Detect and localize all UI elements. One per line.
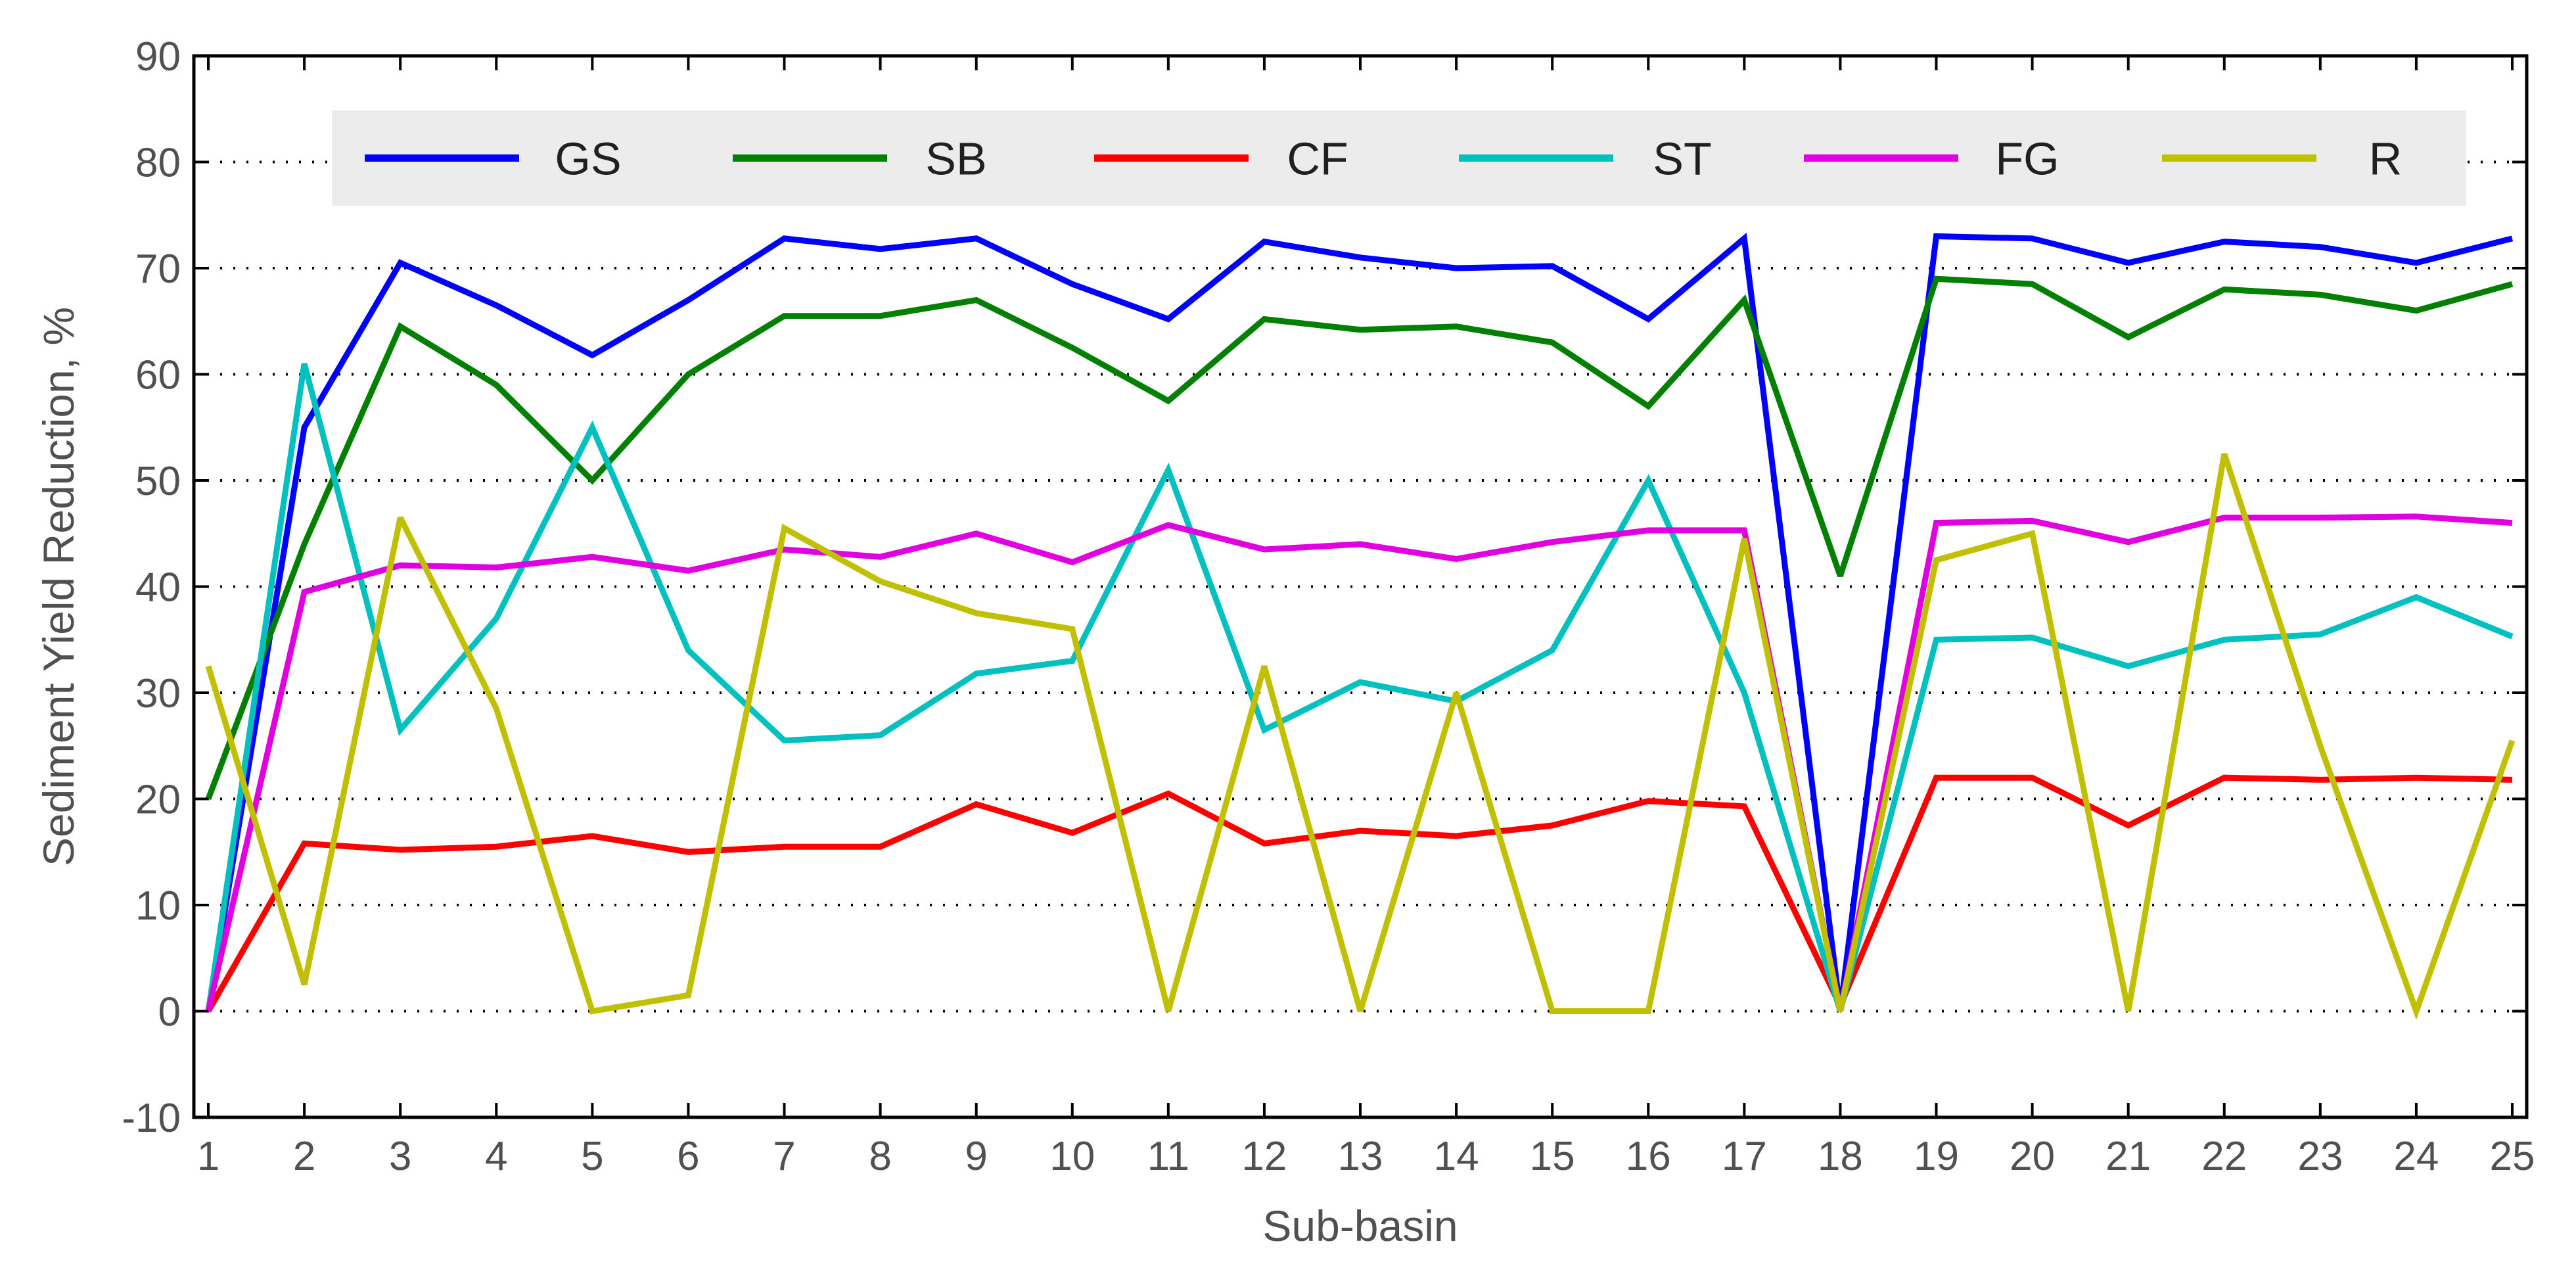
x-tick-label: 15 [1530,1134,1575,1179]
y-tick-label: 70 [135,246,181,292]
x-tick-label: 13 [1338,1134,1383,1179]
x-tick-label: 16 [1626,1134,1671,1179]
x-tick-label: 3 [389,1134,411,1179]
legend-item-gs: GS [365,133,622,185]
y-tick-label: 60 [135,353,181,398]
x-tick-label: 1 [197,1134,219,1179]
y-tick-label: 20 [135,778,181,823]
x-axis-title: Sub-basin [1262,1201,1458,1250]
x-tick-label: 22 [2201,1134,2247,1179]
legend-label: ST [1653,133,1711,185]
x-tick-label: 12 [1241,1134,1287,1179]
y-tick-label: 10 [135,883,181,929]
legend-item-fg: FG [1804,133,2059,185]
series-st [205,363,2514,1012]
legend-item-st: ST [1459,133,1712,185]
y-tick-label: 50 [135,459,181,504]
legend-label: R [2369,133,2403,185]
x-tick-label: 2 [293,1134,315,1179]
legend-item-cf: CF [1094,133,1348,185]
x-tick-label: 6 [677,1134,699,1179]
legend-label: GS [555,133,621,185]
x-tick-label: 4 [485,1134,507,1179]
legend: GS SB CF ST FG R [332,110,2466,206]
x-tick-label: 21 [2105,1134,2151,1179]
series-fg [205,513,2513,1012]
y-tick-label: 0 [158,990,181,1035]
x-tick-label: 14 [1434,1134,1479,1179]
legend-box [332,110,2466,206]
legend-label: CF [1287,133,1348,185]
legend-item-sb: SB [733,133,987,185]
x-tick-label: 7 [773,1134,795,1179]
x-tick-label: 10 [1049,1134,1095,1179]
x-tick-label: 17 [1722,1134,1767,1179]
x-tick-label: 9 [965,1134,987,1179]
legend-label: FG [1995,133,2059,185]
y-tick-label: 80 [135,141,181,186]
legend-label: SB [925,133,986,185]
x-tick-label: 18 [1818,1134,1863,1179]
x-tick-label: 20 [2010,1134,2055,1179]
series-lines [205,233,2516,1020]
legend-item-r: R [2162,133,2402,185]
x-tick-label: 8 [869,1134,891,1179]
x-tick-label: 5 [581,1134,603,1179]
x-tick-label: 19 [1914,1134,1959,1179]
y-tick-label: 40 [135,565,181,611]
series-r [205,453,2516,1020]
x-tick-label: 11 [1147,1134,1189,1179]
x-tick-label: 24 [2393,1134,2439,1179]
y-tick-label: -10 [122,1096,181,1141]
y-tick-label: 30 [135,671,181,716]
x-tick-label: 23 [2297,1134,2343,1179]
y-tick-label: 90 [135,34,181,80]
x-tick-label: 25 [2490,1134,2535,1179]
y-axis-title: Sediment Yield Reduction, % [34,307,83,866]
